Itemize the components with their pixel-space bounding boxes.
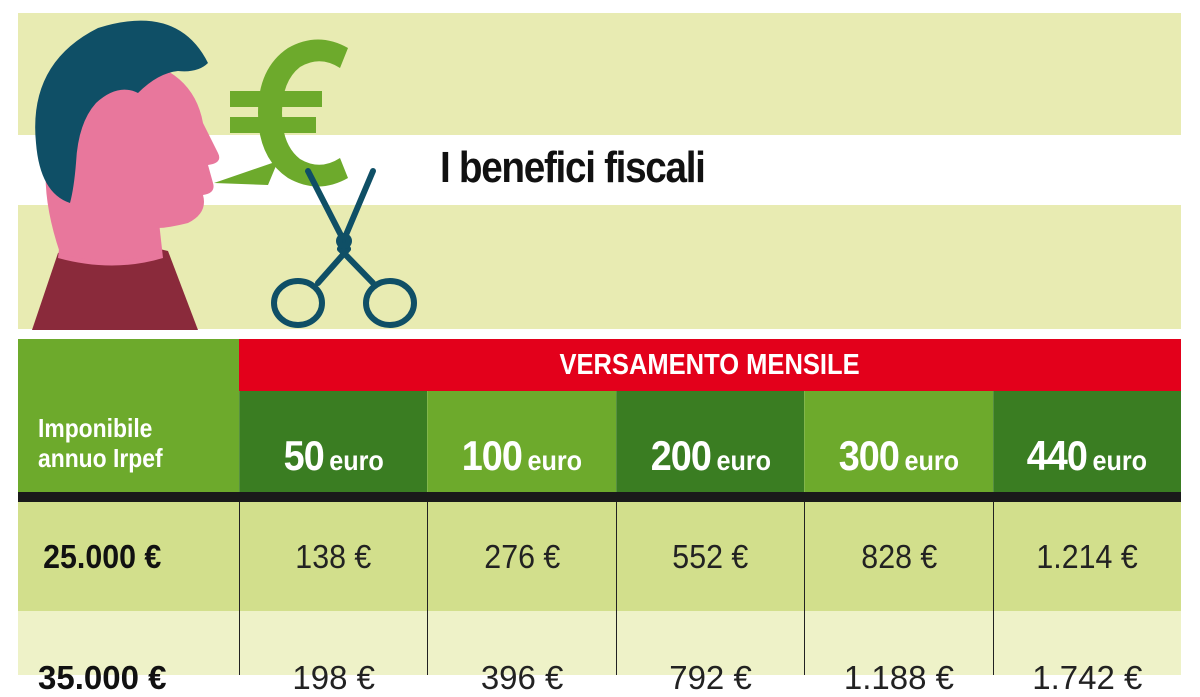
value-cell: 1.188 €: [804, 611, 992, 696]
illustration: [32, 20, 417, 330]
amount-unit: euro: [1092, 445, 1148, 476]
value-cell: 276 €: [427, 502, 615, 611]
euro-icon: [230, 39, 348, 187]
value-cell: 198 €: [239, 611, 427, 696]
amount-unit: euro: [716, 445, 771, 476]
amount-header-cell: 100 euro: [427, 391, 616, 492]
amount-value: 440: [1027, 432, 1088, 479]
header-divider: [18, 492, 1181, 502]
header-band-top: [18, 13, 1181, 135]
value-cell: 552 €: [615, 502, 804, 611]
value-cell: 828 €: [804, 502, 992, 611]
value-cell: 396 €: [427, 611, 615, 696]
speech-bubble-tail-icon: [214, 161, 278, 185]
header-band-bottom: [18, 205, 1181, 329]
page-title: I benefici fiscali: [440, 143, 706, 192]
amount-unit: euro: [904, 445, 960, 476]
income-cell: 25.000 €: [43, 537, 162, 575]
value-cell: 1.742 €: [992, 611, 1181, 696]
amount-header-cell: 440 euro: [992, 391, 1182, 492]
income-cell: 35.000 €: [38, 659, 167, 696]
group-header: VERSAMENTO MENSILE: [239, 339, 1181, 391]
income-header-cell: Imponibile annuo Irpef: [18, 339, 239, 492]
person-hair-icon: [35, 20, 208, 203]
amount-header-cell: 300 euro: [804, 391, 993, 492]
amount-header-row: 50 euro 100 euro 200 euro 300 euro 440 euro: [239, 391, 1182, 492]
amount-unit: euro: [527, 445, 583, 476]
amount-value: 200: [650, 432, 711, 479]
amount-unit: euro: [329, 445, 384, 476]
income-header-line-2: annuo Irpef: [38, 443, 163, 473]
amount-value: 300: [838, 432, 900, 479]
table-row: 35.000 € 198 € 396 € 792 € 1.188 € 1.742…: [18, 611, 1181, 696]
table-row: 25.000 € 138 € 276 € 552 € 828 € 1.214 €: [18, 502, 1181, 611]
person-body-icon: [32, 243, 198, 330]
value-cell: 138 €: [239, 502, 427, 611]
amount-value: 100: [461, 432, 523, 479]
group-header-label: VERSAMENTO MENSILE: [559, 348, 861, 381]
income-header-line-1: Imponibile: [38, 413, 153, 443]
amount-header-cell: 50 euro: [239, 391, 428, 492]
value-cell: 1.214 €: [992, 502, 1181, 611]
scissors-icon: [271, 168, 417, 328]
amount-value: 50: [283, 432, 325, 479]
value-cell: 792 €: [615, 611, 804, 696]
amount-header-cell: 200 euro: [615, 391, 805, 492]
benefits-table: Imponibile annuo Irpef VERSAMENTO MENSIL…: [18, 339, 1182, 696]
